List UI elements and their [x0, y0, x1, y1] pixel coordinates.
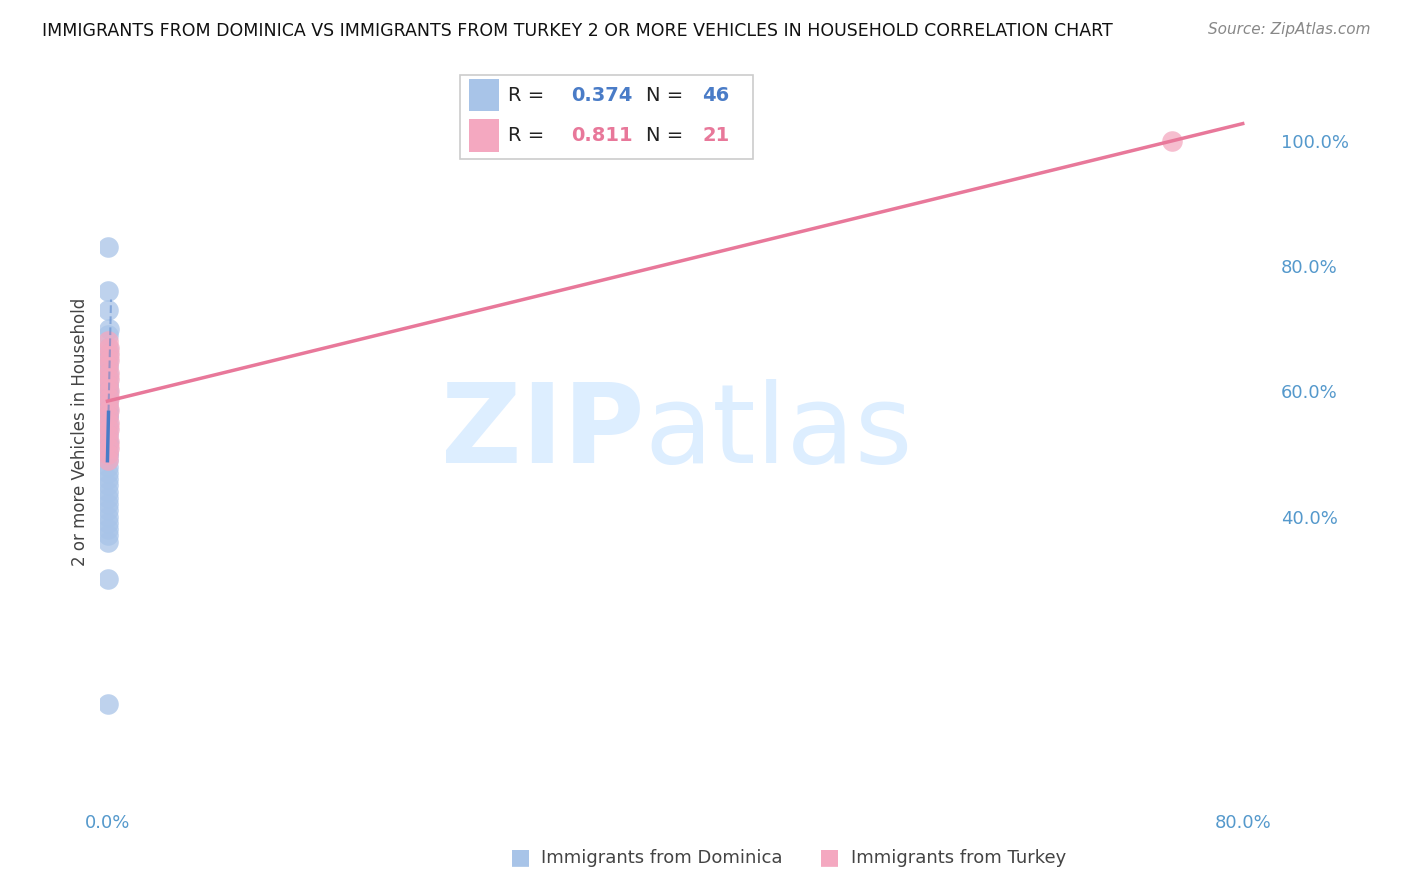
Point — [97, 528, 120, 542]
Point — [97, 384, 120, 399]
Point — [97, 491, 120, 505]
Point — [97, 698, 120, 712]
Point — [97, 572, 120, 586]
Point — [98, 372, 121, 386]
Y-axis label: 2 or more Vehicles in Household: 2 or more Vehicles in Household — [72, 298, 89, 566]
Point — [97, 428, 120, 442]
Point — [97, 384, 120, 399]
Point — [97, 240, 120, 254]
Text: ZIP: ZIP — [441, 378, 645, 485]
Point — [97, 328, 120, 343]
Point — [97, 409, 120, 424]
Point — [97, 522, 120, 536]
Point — [97, 459, 120, 474]
Point — [97, 416, 120, 430]
Point — [97, 484, 120, 499]
Text: IMMIGRANTS FROM DOMINICA VS IMMIGRANTS FROM TURKEY 2 OR MORE VEHICLES IN HOUSEHO: IMMIGRANTS FROM DOMINICA VS IMMIGRANTS F… — [42, 22, 1114, 40]
Point — [97, 441, 120, 455]
Point — [97, 366, 120, 380]
Text: ■: ■ — [820, 847, 839, 867]
Point — [97, 378, 120, 392]
Point — [97, 322, 120, 336]
Point — [97, 372, 120, 386]
Point — [97, 397, 120, 411]
Point — [98, 441, 121, 455]
Point — [97, 497, 120, 511]
Point — [98, 353, 121, 368]
Point — [97, 378, 120, 392]
Point — [97, 453, 120, 467]
Point — [97, 359, 120, 374]
Point — [97, 466, 120, 480]
Text: Immigrants from Dominica: Immigrants from Dominica — [541, 849, 783, 867]
Point — [97, 472, 120, 486]
Point — [97, 534, 120, 549]
Point — [97, 409, 120, 424]
Text: atlas: atlas — [645, 378, 914, 485]
Point — [97, 403, 120, 417]
Point — [1160, 134, 1182, 148]
Text: ■: ■ — [510, 847, 530, 867]
Point — [97, 366, 120, 380]
Point — [97, 353, 120, 368]
Point — [97, 391, 120, 405]
Point — [97, 347, 120, 361]
Point — [97, 509, 120, 524]
Point — [97, 434, 120, 449]
Point — [97, 503, 120, 517]
Point — [97, 391, 120, 405]
Text: Source: ZipAtlas.com: Source: ZipAtlas.com — [1208, 22, 1371, 37]
Point — [97, 403, 120, 417]
Point — [97, 391, 120, 405]
Point — [97, 447, 120, 461]
Point — [97, 447, 120, 461]
Point — [97, 447, 120, 461]
Point — [97, 516, 120, 530]
Point — [97, 384, 120, 399]
Point — [97, 422, 120, 436]
Point — [97, 434, 120, 449]
Text: Immigrants from Turkey: Immigrants from Turkey — [851, 849, 1066, 867]
Point — [97, 422, 120, 436]
Point — [97, 403, 120, 417]
Point — [97, 341, 120, 355]
Point — [97, 397, 120, 411]
Point — [97, 428, 120, 442]
Point — [97, 453, 120, 467]
Point — [97, 359, 120, 374]
Point — [97, 285, 120, 299]
Point — [97, 409, 120, 424]
Point — [97, 303, 120, 318]
Point — [97, 347, 120, 361]
Point — [97, 341, 120, 355]
Point — [97, 478, 120, 492]
Point — [97, 334, 120, 349]
Point — [97, 416, 120, 430]
Point — [97, 434, 120, 449]
Point — [97, 378, 120, 392]
